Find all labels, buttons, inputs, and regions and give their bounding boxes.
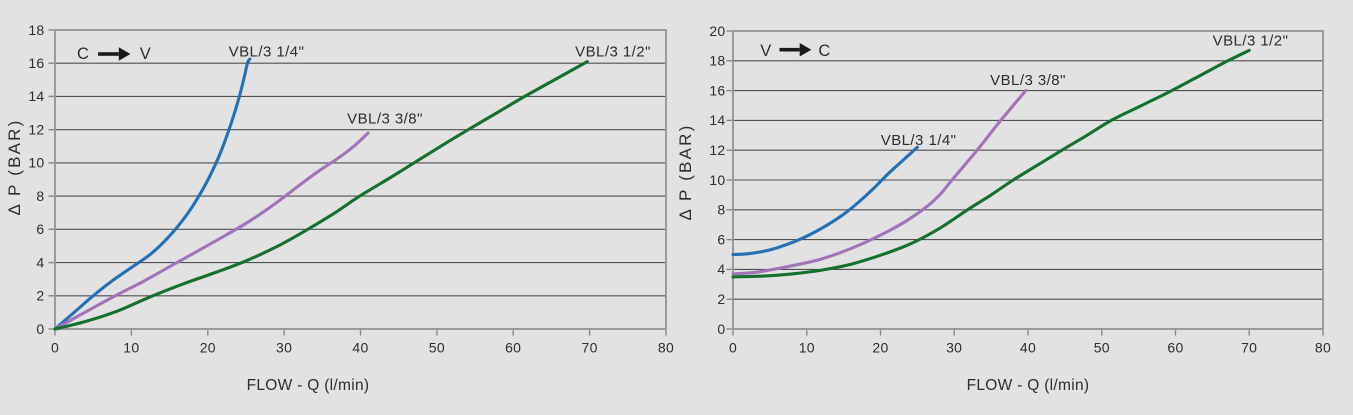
svg-text:10: 10 [799,340,815,356]
svg-text:VBL/3 1/4": VBL/3 1/4" [881,132,957,149]
svg-text:50: 50 [429,340,445,356]
svg-text:0: 0 [717,321,725,337]
svg-text:60: 60 [505,340,521,356]
svg-text:20: 20 [872,340,888,356]
svg-text:0: 0 [51,340,59,356]
svg-text:20: 20 [200,340,216,356]
svg-text:8: 8 [36,188,44,204]
svg-text:VBL/3 1/2": VBL/3 1/2" [1213,33,1289,50]
svg-text:0: 0 [729,340,737,356]
svg-text:0: 0 [36,321,44,337]
svg-text:20: 20 [709,23,725,39]
svg-text:40: 40 [1020,340,1036,356]
svg-text:4: 4 [717,261,725,277]
svg-text:VBL/3 3/8": VBL/3 3/8" [347,111,423,128]
svg-text:70: 70 [1241,340,1257,356]
svg-text:2: 2 [717,291,725,307]
svg-text:70: 70 [582,340,598,356]
svg-text:VBL/3 1/2": VBL/3 1/2" [575,44,651,61]
svg-text:6: 6 [36,221,44,237]
svg-text:10: 10 [709,172,725,188]
svg-text:V: V [140,45,151,63]
svg-text:C: C [818,42,830,60]
svg-text:60: 60 [1167,340,1183,356]
svg-text:8: 8 [717,202,725,218]
svg-text:Δ P (BAR): Δ P (BAR) [5,119,24,216]
svg-text:18: 18 [709,53,725,69]
svg-text:12: 12 [709,142,725,158]
svg-text:VBL/3 1/4": VBL/3 1/4" [229,44,305,61]
svg-text:16: 16 [709,82,725,98]
svg-text:14: 14 [709,112,725,128]
svg-text:50: 50 [1094,340,1110,356]
svg-text:Δ P (BAR): Δ P (BAR) [676,124,695,221]
svg-text:C: C [77,45,89,63]
svg-text:14: 14 [28,88,44,104]
svg-text:80: 80 [1315,340,1331,356]
svg-text:40: 40 [352,340,368,356]
svg-text:VBL/3 3/8": VBL/3 3/8" [990,72,1066,89]
svg-text:16: 16 [28,55,44,71]
svg-text:2: 2 [36,288,44,304]
svg-text:30: 30 [946,340,962,356]
svg-text:4: 4 [36,254,44,270]
svg-text:FLOW - Q (l/min): FLOW - Q (l/min) [247,377,370,394]
svg-text:12: 12 [28,122,44,138]
svg-text:30: 30 [276,340,292,356]
svg-text:80: 80 [658,340,674,356]
svg-text:V: V [760,42,771,60]
svg-text:10: 10 [123,340,139,356]
svg-text:18: 18 [28,22,44,38]
svg-text:FLOW - Q (l/min): FLOW - Q (l/min) [967,377,1090,394]
svg-text:6: 6 [717,231,725,247]
svg-text:10: 10 [28,155,44,171]
